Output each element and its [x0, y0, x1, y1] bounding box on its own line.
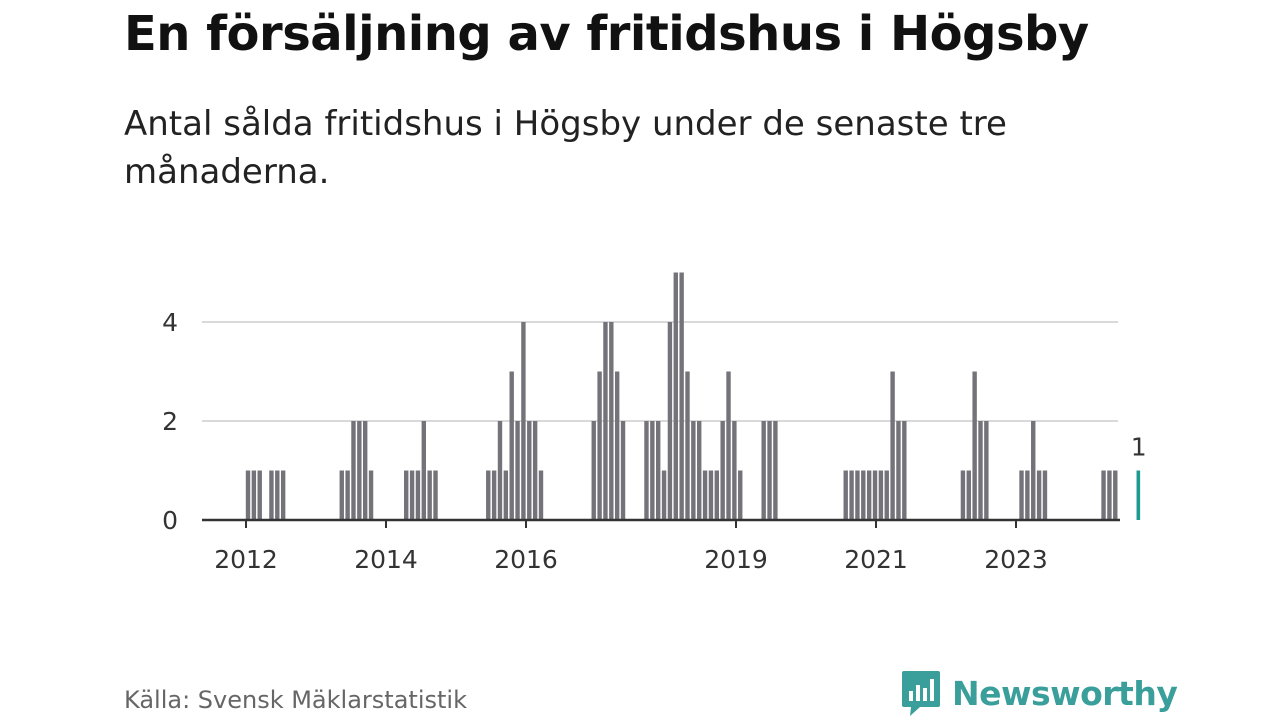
bar: [339, 470, 344, 520]
bar: [855, 470, 860, 520]
bar: [861, 470, 866, 520]
x-tick-label: 2014: [354, 545, 418, 574]
bar-chart: 0 2 4 1 2012 2014 2016 2019 2021 2023: [162, 272, 1147, 574]
bar: [960, 470, 966, 520]
bar: [503, 470, 509, 520]
bar: [368, 470, 374, 520]
x-tick-label: 2012: [214, 545, 278, 574]
bar: [726, 371, 731, 520]
bar: [761, 421, 766, 520]
bar: [1025, 470, 1030, 520]
bar: [363, 421, 368, 520]
bar: [732, 421, 737, 520]
bar: [251, 470, 257, 520]
x-tick-label: 2023: [984, 545, 1048, 574]
bar: [491, 470, 497, 520]
bar: [1036, 470, 1042, 520]
bar: [509, 371, 514, 520]
bar: [866, 470, 872, 520]
bar: [1031, 421, 1036, 520]
bar: [679, 272, 684, 520]
bar: [1113, 470, 1118, 520]
bar: [972, 371, 977, 520]
bar: [691, 421, 696, 520]
bar: [427, 470, 432, 520]
bar: [1042, 470, 1048, 520]
bar: [404, 470, 409, 520]
bar: [767, 421, 772, 520]
x-tick-label: 2019: [704, 545, 768, 574]
bar: [1101, 470, 1106, 520]
bar: [603, 322, 608, 520]
bar: [702, 470, 708, 520]
bar: [872, 470, 878, 520]
bar: [591, 421, 596, 520]
bar: [661, 470, 667, 520]
bar: [667, 322, 673, 520]
bar: [245, 470, 251, 520]
bar: [685, 371, 690, 520]
bar: [515, 421, 520, 520]
bar: [1019, 470, 1024, 520]
chart-subtitle: Antal sålda fritidshus i Högsby under de…: [124, 104, 1007, 192]
bar: [720, 421, 725, 520]
bar: [890, 371, 895, 520]
bars: [245, 272, 1141, 520]
bar: [697, 421, 702, 520]
bar: [497, 421, 503, 520]
bar: [421, 421, 426, 520]
bar: [708, 470, 714, 520]
bar: [597, 371, 602, 520]
bar: [609, 322, 614, 520]
bar: [415, 470, 421, 520]
bar: [521, 322, 526, 520]
axes: 0 2 4 1 2012 2014 2016 2019 2021 2023: [162, 308, 1147, 574]
brand-name: Newsworthy: [952, 673, 1178, 713]
x-tick-label: 2021: [844, 545, 908, 574]
bar: [849, 470, 854, 520]
newsworthy-logo-icon: [902, 671, 940, 716]
data-label: 1: [1131, 433, 1147, 462]
bar: [269, 470, 274, 520]
bar: [614, 371, 620, 520]
y-tick-label: 2: [162, 407, 178, 436]
gridlines: [202, 321, 1118, 422]
bar: [257, 470, 262, 520]
bar: [1107, 470, 1112, 520]
bar: [878, 470, 884, 520]
brand[interactable]: Newsworthy: [900, 668, 1178, 718]
x-tick-label: 2016: [494, 545, 558, 574]
bar: [673, 272, 678, 520]
bar: [978, 421, 983, 520]
bar: [280, 470, 286, 520]
chart-title: En försäljning av fritidshus i Högsby: [124, 6, 1089, 62]
y-tick-label: 0: [162, 506, 178, 535]
bar: [351, 421, 356, 520]
bar: [984, 421, 989, 520]
bar: [433, 470, 438, 520]
bar: [656, 421, 661, 520]
bar: [532, 421, 538, 520]
bar: [773, 421, 778, 520]
bar: [966, 470, 971, 520]
bar: [527, 421, 532, 520]
bar: [843, 470, 848, 520]
bar: [345, 470, 350, 520]
bar: [409, 470, 415, 520]
bar: [714, 470, 719, 520]
source-note: Källa: Svensk Mäklarstatistik: [124, 686, 467, 714]
y-tick-label: 4: [162, 308, 178, 337]
bar: [644, 421, 649, 520]
bar-highlight: [1136, 470, 1141, 520]
bar: [620, 421, 626, 520]
bar: [896, 421, 901, 520]
bar: [357, 421, 362, 520]
bar: [486, 470, 491, 520]
bar: [902, 421, 907, 520]
bar: [538, 470, 544, 520]
bar: [275, 470, 280, 520]
bar: [884, 470, 889, 520]
bar: [738, 470, 743, 520]
bar: [650, 421, 655, 520]
